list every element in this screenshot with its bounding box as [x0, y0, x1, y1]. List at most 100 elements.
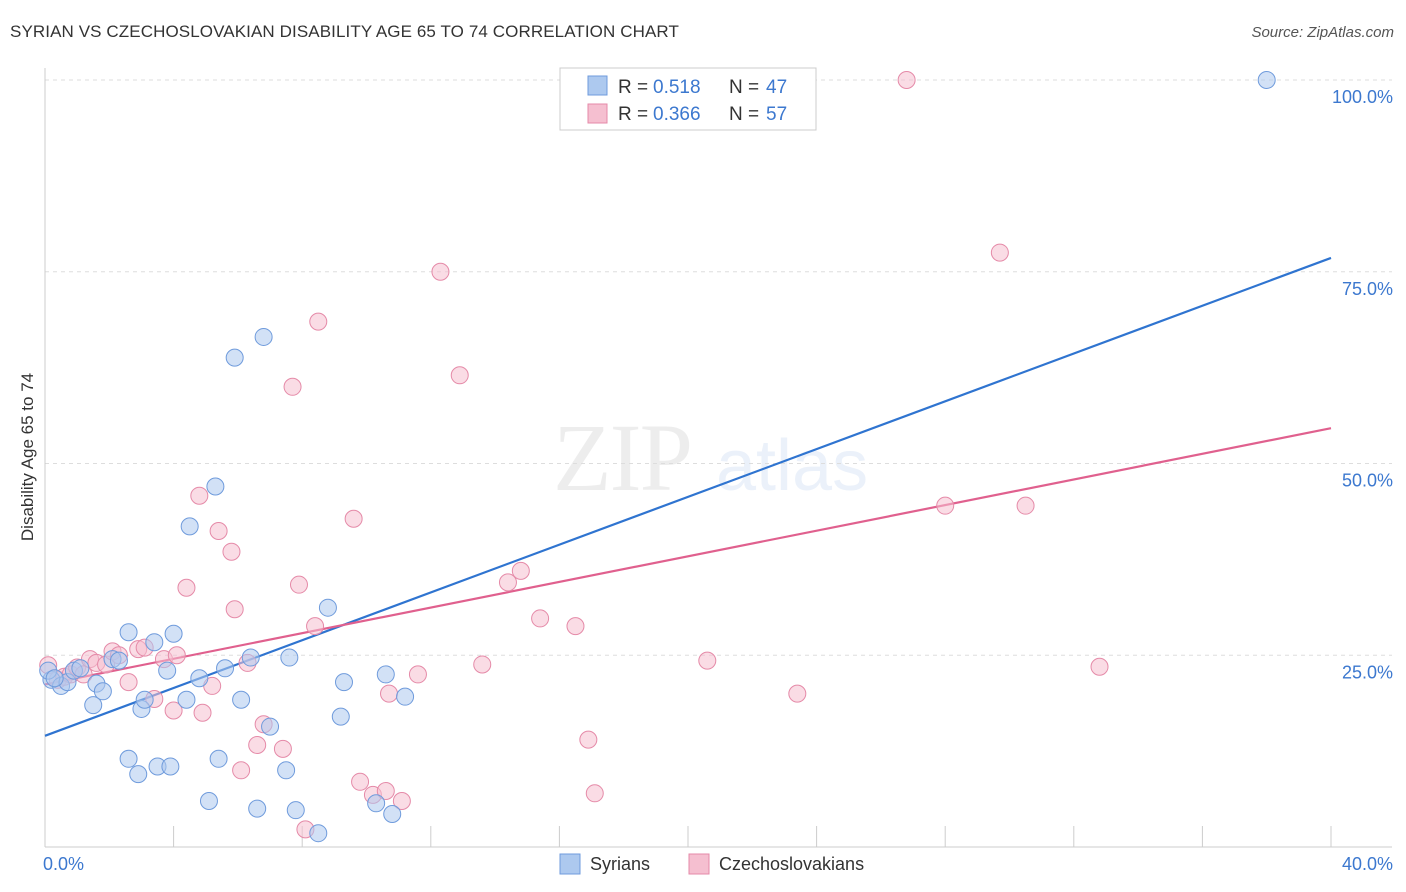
czechoslovakian-point-24 [225, 600, 244, 619]
y-tick-label-25: 25.0% [1342, 662, 1393, 682]
czechoslovakian-point-40 [392, 791, 411, 810]
czechoslovakian-point-34 [309, 312, 328, 331]
syrian-point-14 [135, 690, 154, 709]
czechoslovakian-point-38 [376, 782, 395, 801]
czechoslovakian-point-25 [232, 761, 251, 780]
czechoslovakian-point-44 [473, 655, 492, 674]
czechoslovakian-point-18 [177, 578, 196, 597]
syrian-point-28 [232, 690, 251, 709]
czechoslovakian-point-20 [193, 703, 212, 722]
syrian-point-25 [209, 749, 228, 768]
syrian-point-33 [277, 761, 296, 780]
legend-r-label-1: R = [618, 77, 648, 98]
czechoslovakian-point-39 [380, 684, 399, 703]
czechoslovakian-point-50 [585, 784, 604, 803]
syrian-point-10 [119, 749, 138, 768]
syrian-point-9 [109, 651, 128, 670]
czechoslovakian-point-55 [990, 243, 1009, 262]
bottom-legend-label-czechoslovakians: Czechoslovakians [719, 854, 864, 874]
syrian-point-4 [71, 659, 90, 678]
tick-labels: 25.0% 50.0% 75.0% 100.0% 0.0% 40.0% [43, 87, 1393, 874]
czechoslovakian-point-36 [351, 772, 370, 791]
legend-n-value-2: 57 [766, 104, 787, 125]
syrian-point-18 [161, 757, 180, 776]
syrian-point-38 [331, 707, 350, 726]
legend-n-label-2: N = [729, 104, 759, 125]
czechoslovakian-point-23 [222, 542, 241, 561]
syrian-point-43 [396, 687, 415, 706]
syrian-point-27 [225, 348, 244, 367]
czechoslovakian-point-31 [289, 575, 308, 594]
syrian-point-12 [129, 765, 148, 784]
czechoslovakian-point-29 [273, 739, 292, 758]
czechoslovakian-point-52 [788, 684, 807, 703]
y-axis-title: Disability Age 65 to 74 [18, 373, 37, 541]
czechoslovakian-point-48 [566, 617, 585, 636]
czechoslovakian-point-11 [119, 673, 138, 692]
legend-swatch-czechoslovakians [587, 103, 608, 124]
czechoslovakian-point-51 [698, 651, 717, 670]
czechoslovakian-point-47 [531, 609, 550, 628]
syrian-trend-line [44, 256, 1332, 737]
czechoslovakian-point-46 [511, 561, 530, 580]
czechoslovakian-point-42 [431, 262, 450, 281]
czechoslovakian-trend-line [44, 427, 1332, 686]
czechoslovakian-point-54 [936, 496, 955, 515]
syrian-point-24 [206, 477, 225, 496]
czechoslovakian-point-35 [344, 509, 363, 528]
syrian-point-21 [180, 517, 199, 536]
data-points [39, 71, 1276, 843]
bottom-legend-label-syrians: Syrians [590, 854, 650, 874]
syrian-point-19 [164, 624, 183, 643]
czechoslovakian-point-19 [190, 486, 209, 505]
syrian-point-41 [376, 665, 395, 684]
czechoslovakian-point-56 [1016, 496, 1035, 515]
trend-lines [44, 256, 1332, 737]
czechoslovakian-point-30 [283, 377, 302, 396]
gridlines [45, 79, 1392, 656]
legend-r-label-2: R = [618, 104, 648, 125]
chart-title: SYRIAN VS CZECHOSLOVAKIAN DISABILITY AGE… [10, 22, 679, 41]
syrian-point-30 [248, 799, 267, 818]
y-tick-label-50: 50.0% [1342, 471, 1393, 491]
legend-r-value-1: 0.518 [653, 77, 701, 98]
syrian-point-46 [45, 669, 64, 688]
legend-n-value-1: 47 [766, 77, 787, 98]
syrian-point-36 [309, 824, 328, 843]
syrian-point-44 [1257, 71, 1276, 89]
czechoslovakian-point-41 [408, 665, 427, 684]
syrian-point-11 [119, 623, 138, 642]
czechoslovakian-point-57 [1090, 657, 1109, 676]
czechoslovakian-point-45 [498, 573, 517, 592]
syrian-point-5 [84, 696, 103, 715]
syrian-point-35 [286, 801, 305, 820]
y-tick-label-75: 75.0% [1342, 279, 1393, 299]
czechoslovakian-point-49 [579, 730, 598, 749]
y-tick-label-100: 100.0% [1332, 87, 1393, 107]
syrian-point-42 [383, 805, 402, 824]
syrian-point-22 [190, 669, 209, 688]
source-label: Source: ZipAtlas.com [1251, 24, 1394, 41]
czechoslovakian-point-17 [167, 646, 186, 665]
x-tick-label-40: 40.0% [1342, 854, 1393, 874]
syrian-point-31 [254, 327, 273, 346]
syrian-point-39 [334, 673, 353, 692]
syrian-point-7 [93, 682, 112, 701]
syrian-point-15 [145, 633, 164, 652]
legend-box: R = 0.518 N = 47 R = 0.366 N = 57 [559, 67, 817, 131]
syrian-point-23 [199, 791, 218, 810]
bottom-legend-swatch-czechoslovakians [688, 853, 710, 875]
czechoslovakian-point-43 [450, 366, 469, 385]
x-tick-label-0: 0.0% [43, 854, 84, 874]
czechoslovakian-point-16 [164, 701, 183, 720]
legend-r-value-2: 0.366 [653, 104, 701, 125]
bottom-legend-swatch-syrians [559, 853, 581, 875]
bottom-legend: Syrians Czechoslovakians [559, 853, 864, 875]
czechoslovakian-point-27 [248, 735, 267, 754]
axes [44, 68, 1392, 848]
syrian-point-29 [241, 648, 260, 667]
syrian-point-17 [158, 661, 177, 680]
syrian-point-40 [367, 794, 386, 813]
czechoslovakian-point-33 [306, 617, 325, 636]
